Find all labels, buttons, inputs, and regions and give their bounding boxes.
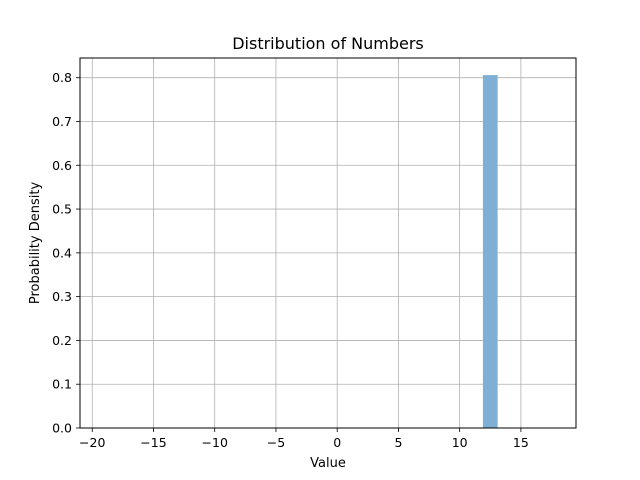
y-tick-label: 0.8 <box>52 70 72 85</box>
x-tick-label: −5 <box>267 435 285 450</box>
y-tick-label: 0.1 <box>52 377 72 392</box>
x-tick-label: 15 <box>513 435 529 450</box>
bars <box>482 75 498 429</box>
y-axis-label: Probability Density <box>28 182 43 305</box>
y-tick-label: 0.0 <box>52 421 72 436</box>
y-tick-label: 0.3 <box>52 289 72 304</box>
x-tick-label: −20 <box>79 435 105 450</box>
y-tick-label: 0.7 <box>52 114 72 129</box>
x-tick-label: −15 <box>140 435 166 450</box>
x-tick-label: −10 <box>202 435 228 450</box>
histogram-bar <box>482 75 498 429</box>
y-tick-label: 0.4 <box>52 245 72 260</box>
y-tick-label: 0.2 <box>52 333 72 348</box>
x-axis-ticks: −20 −15 −10 −5 0 5 10 15 <box>79 428 529 450</box>
x-tick-label: 0 <box>333 435 341 450</box>
y-axis-ticks: 0.0 0.1 0.2 0.3 0.4 0.5 0.6 0.7 0.8 <box>52 70 80 436</box>
x-tick-label: 10 <box>452 435 468 450</box>
x-tick-label: 5 <box>394 435 402 450</box>
axes-frame <box>79 57 577 429</box>
y-tick-label: 0.5 <box>52 202 72 217</box>
chart-title: Distribution of Numbers <box>232 34 424 53</box>
y-tick-label: 0.6 <box>52 158 72 173</box>
x-axis-label: Value <box>310 456 346 471</box>
